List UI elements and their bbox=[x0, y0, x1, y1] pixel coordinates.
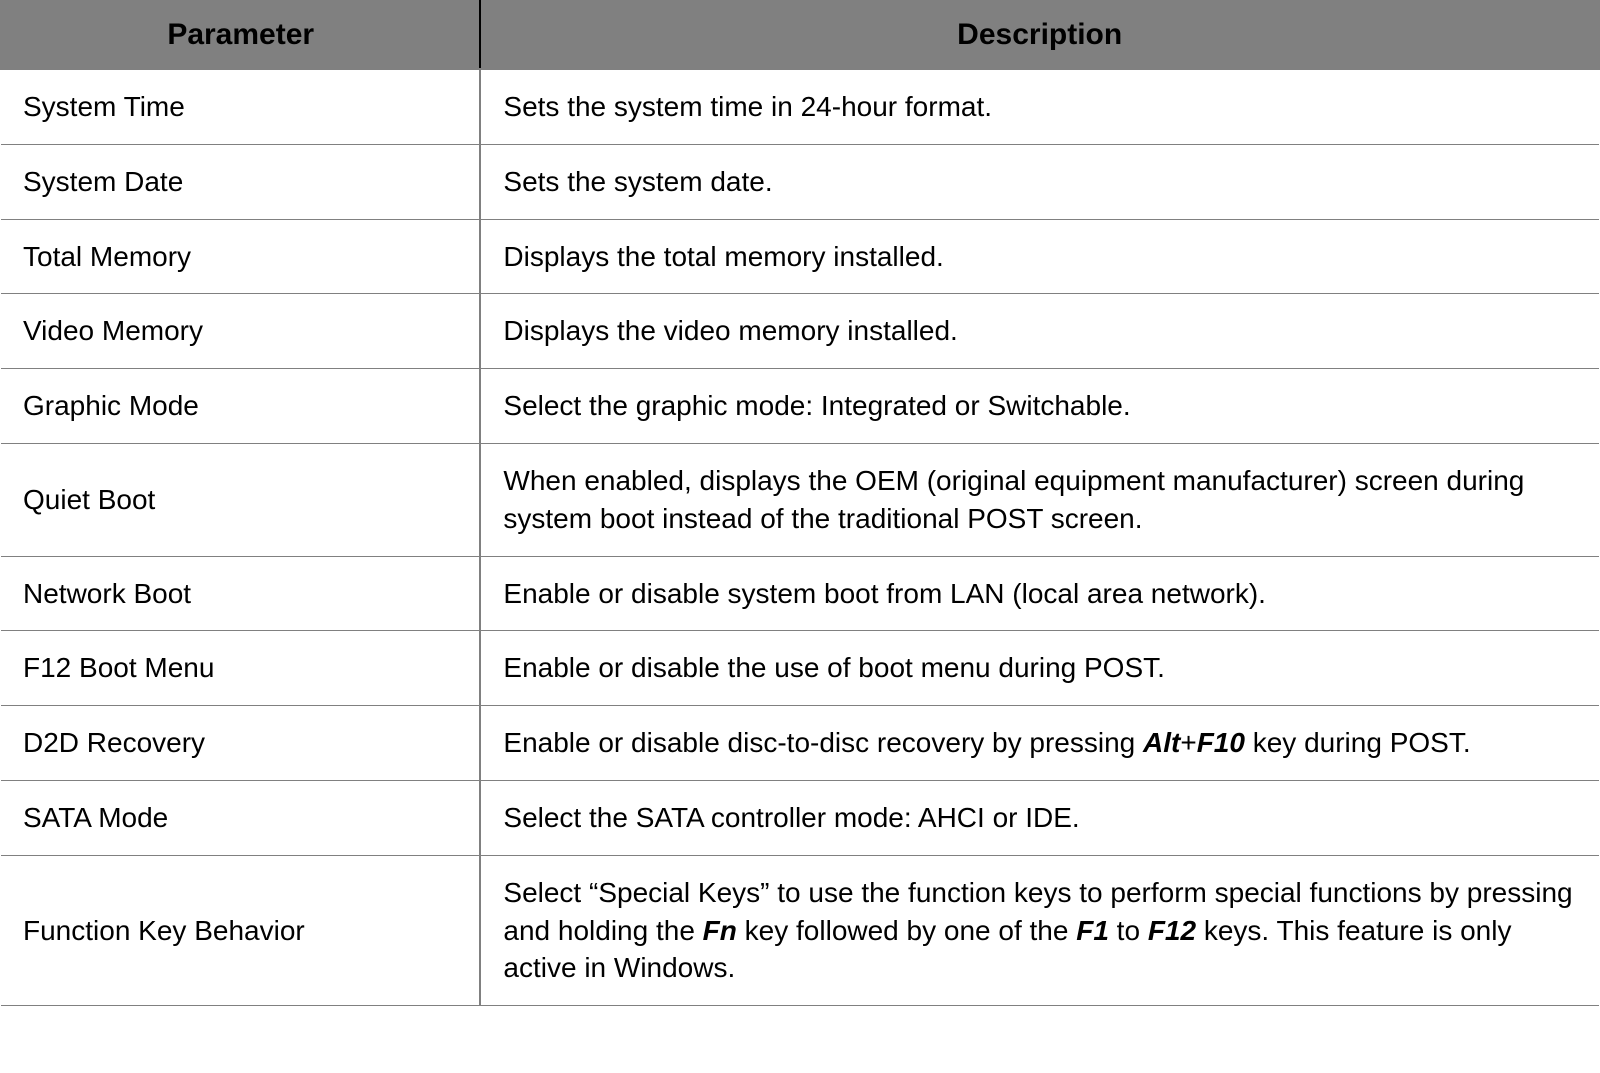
description-cell: Enable or disable system boot from LAN (… bbox=[480, 556, 1599, 631]
description-text-part: + bbox=[1180, 727, 1196, 758]
parameters-table: Parameter Description System Time Sets th… bbox=[0, 0, 1600, 1006]
parameter-cell: Graphic Mode bbox=[1, 369, 480, 444]
table-row: Graphic Mode Select the graphic mode: Int… bbox=[1, 369, 1599, 444]
description-text-part: Alt bbox=[1143, 727, 1180, 758]
table-body: System Time Sets the system time in 24-ho… bbox=[1, 69, 1599, 1006]
description-text-part: Enable or disable system boot from LAN (… bbox=[503, 578, 1266, 609]
description-text-part: key during POST. bbox=[1245, 727, 1471, 758]
description-text-part: Fn bbox=[703, 915, 737, 946]
description-text-part: Enable or disable disc-to-disc recovery … bbox=[503, 727, 1143, 758]
description-cell: Sets the system date. bbox=[480, 144, 1599, 219]
table-row: System Date Sets the system date. bbox=[1, 144, 1599, 219]
table-row: System Time Sets the system time in 24-ho… bbox=[1, 69, 1599, 144]
parameter-cell: Network Boot bbox=[1, 556, 480, 631]
description-text-part: Sets the system time in 24-hour format. bbox=[503, 91, 992, 122]
description-cell: Select the SATA controller mode: AHCI or… bbox=[480, 780, 1599, 855]
description-cell: When enabled, displays the OEM (original… bbox=[480, 443, 1599, 556]
table-row: SATA Mode Select the SATA controller mode… bbox=[1, 780, 1599, 855]
description-cell: Sets the system time in 24-hour format. bbox=[480, 69, 1599, 144]
parameter-cell: Total Memory bbox=[1, 219, 480, 294]
table-row: Network Boot Enable or disable system boo… bbox=[1, 556, 1599, 631]
table-row: D2D Recovery Enable or disable disc-to-di… bbox=[1, 706, 1599, 781]
description-cell: Select the graphic mode: Integrated or S… bbox=[480, 369, 1599, 444]
description-cell: Select “Special Keys” to use the functio… bbox=[480, 855, 1599, 1005]
parameter-cell: Quiet Boot bbox=[1, 443, 480, 556]
description-text-part: Sets the system date. bbox=[503, 166, 772, 197]
description-cell: Enable or disable disc-to-disc recovery … bbox=[480, 706, 1599, 781]
table-row: Video Memory Displays the video memory in… bbox=[1, 294, 1599, 369]
description-text-part: key followed by one of the bbox=[737, 915, 1076, 946]
parameter-cell: System Date bbox=[1, 144, 480, 219]
description-cell: Enable or disable the use of boot menu d… bbox=[480, 631, 1599, 706]
parameter-cell: System Time bbox=[1, 69, 480, 144]
description-text-part: F10 bbox=[1197, 727, 1245, 758]
table-row: F12 Boot Menu Enable or disable the use o… bbox=[1, 631, 1599, 706]
table-row: Quiet Boot When enabled, displays the OEM… bbox=[1, 443, 1599, 556]
column-header-description: Description bbox=[480, 1, 1599, 69]
description-text-part: Select the graphic mode: Integrated or S… bbox=[503, 390, 1130, 421]
parameter-cell: F12 Boot Menu bbox=[1, 631, 480, 706]
table-row: Total Memory Displays the total memory in… bbox=[1, 219, 1599, 294]
description-text-part: When enabled, displays the OEM (original… bbox=[503, 465, 1524, 534]
description-text-part: F12 bbox=[1148, 915, 1196, 946]
parameter-cell: SATA Mode bbox=[1, 780, 480, 855]
table-row: Function Key BehaviorSelect “Special Key… bbox=[1, 855, 1599, 1005]
description-cell: Displays the video memory installed. bbox=[480, 294, 1599, 369]
table-header-row: Parameter Description bbox=[1, 1, 1599, 69]
description-text-part: Enable or disable the use of boot menu d… bbox=[503, 652, 1165, 683]
description-text-part: F1 bbox=[1076, 915, 1109, 946]
table-header: Parameter Description bbox=[1, 1, 1599, 69]
description-text-part: Displays the total memory installed. bbox=[503, 241, 943, 272]
description-cell: Displays the total memory installed. bbox=[480, 219, 1599, 294]
parameter-cell: Video Memory bbox=[1, 294, 480, 369]
parameter-cell: D2D Recovery bbox=[1, 706, 480, 781]
description-text-part: Displays the video memory installed. bbox=[503, 315, 957, 346]
description-text-part: Select the SATA controller mode: AHCI or… bbox=[503, 802, 1079, 833]
column-header-parameter: Parameter bbox=[1, 1, 480, 69]
description-text-part: to bbox=[1109, 915, 1148, 946]
parameter-cell: Function Key Behavior bbox=[1, 855, 480, 1005]
